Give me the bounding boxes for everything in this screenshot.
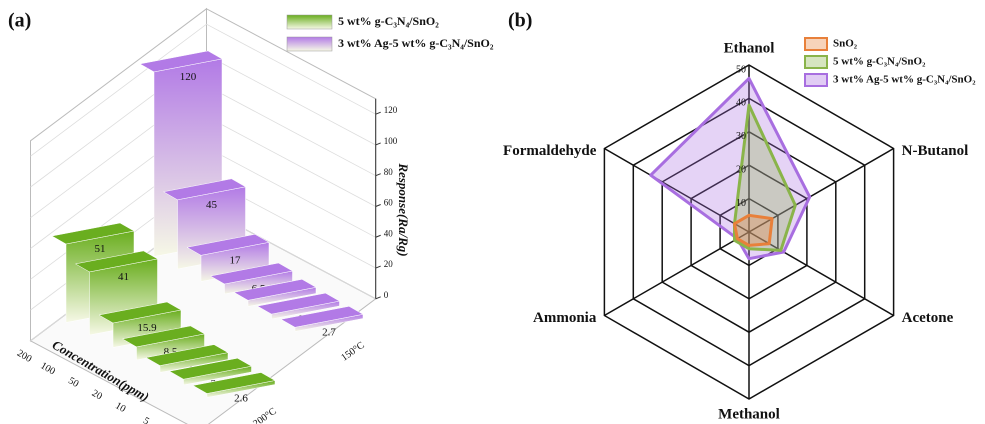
bar-top	[139, 50, 223, 73]
x-tick-label: 100	[38, 360, 56, 377]
bar-top	[168, 357, 253, 380]
spoke	[603, 231, 750, 317]
data-label: 17	[230, 254, 242, 266]
bar-top	[256, 292, 341, 315]
x-tick-label: 5	[141, 415, 151, 424]
data-label: 15.9	[137, 322, 157, 334]
data-label: 2.7	[322, 326, 336, 338]
legend-label: 3 wt% Ag-5 wt% g-C₃N₄/SnO₂	[338, 36, 494, 50]
bar-top	[98, 301, 182, 324]
y-tick-label: 40	[384, 228, 394, 238]
axis-label: Acetone	[902, 310, 954, 326]
legend-label: 5 wt% g-C₃N₄/SnO₂	[338, 14, 439, 28]
axis-label: Ammonia	[533, 310, 597, 326]
x-tick-label: 50	[66, 375, 80, 390]
y-tick-label: 60	[384, 198, 394, 208]
legend-swatch	[286, 36, 333, 52]
axis-label: N-Butanol	[902, 143, 969, 159]
y-tick-label: 0	[384, 290, 389, 300]
data-label: 51	[95, 243, 106, 255]
x-tick-label: 10	[113, 400, 127, 415]
bar-top	[74, 250, 159, 273]
r-tick-label: 50	[736, 64, 746, 75]
legend-swatch	[804, 37, 828, 51]
legend-swatch	[804, 55, 828, 69]
y-tick	[375, 142, 381, 146]
data-label: 120	[180, 71, 197, 83]
axis-label: Formaldehyde	[503, 143, 597, 159]
r-tick-label: 20	[736, 164, 746, 175]
bar-top	[51, 222, 135, 245]
bar-top	[280, 306, 364, 328]
y-tick	[375, 111, 381, 115]
legend-label: SnO₂	[833, 38, 858, 50]
bar-top	[121, 325, 206, 348]
legend-label: 5 wt% g-C₃N₄/SnO₂	[833, 56, 926, 68]
bar-top	[162, 178, 247, 201]
r-tick-label: 40	[736, 98, 746, 109]
bar-top	[192, 372, 276, 394]
y-tick	[375, 265, 381, 269]
r-tick-label: 10	[736, 198, 746, 209]
data-label: 41	[118, 271, 129, 283]
bar-top	[233, 279, 317, 301]
x-tick-label: 20	[90, 388, 104, 403]
spoke	[603, 147, 750, 233]
series-temperature: 200°C	[251, 406, 279, 424]
y-tick	[375, 234, 381, 238]
x-tick-label: 200	[15, 348, 33, 365]
panel-label: (b)	[508, 10, 532, 32]
panel-label: (a)	[8, 10, 31, 32]
bar-top	[145, 344, 229, 366]
data-label: 2.6	[234, 393, 248, 405]
r-tick-label: 30	[736, 131, 746, 142]
grid-line	[30, 23, 376, 157]
bar-top	[209, 262, 294, 285]
y-tick-label: 80	[384, 167, 394, 177]
y-tick	[375, 296, 381, 300]
y-tick-label: 100	[384, 136, 398, 146]
radar-area	[649, 76, 812, 261]
data-label: 45	[206, 199, 218, 211]
series-temperature: 150°C	[339, 340, 367, 364]
legend-swatch	[286, 14, 333, 30]
y-axis-label: Response(Ra/Rg)	[396, 162, 411, 256]
y-tick	[375, 204, 381, 207]
radar-area	[733, 213, 774, 247]
axis-label: Methanol	[718, 406, 780, 422]
legend-label: 3 wt% Ag-5 wt% g-C₃N₄/SnO₂	[833, 74, 976, 86]
y-tick	[375, 173, 381, 177]
legend-swatch	[804, 73, 828, 87]
y-tick-label: 120	[384, 105, 398, 115]
axis-label: Ethanol	[724, 40, 775, 56]
spoke	[748, 231, 895, 317]
y-tick-label: 20	[384, 259, 394, 269]
bar-top	[186, 234, 270, 256]
